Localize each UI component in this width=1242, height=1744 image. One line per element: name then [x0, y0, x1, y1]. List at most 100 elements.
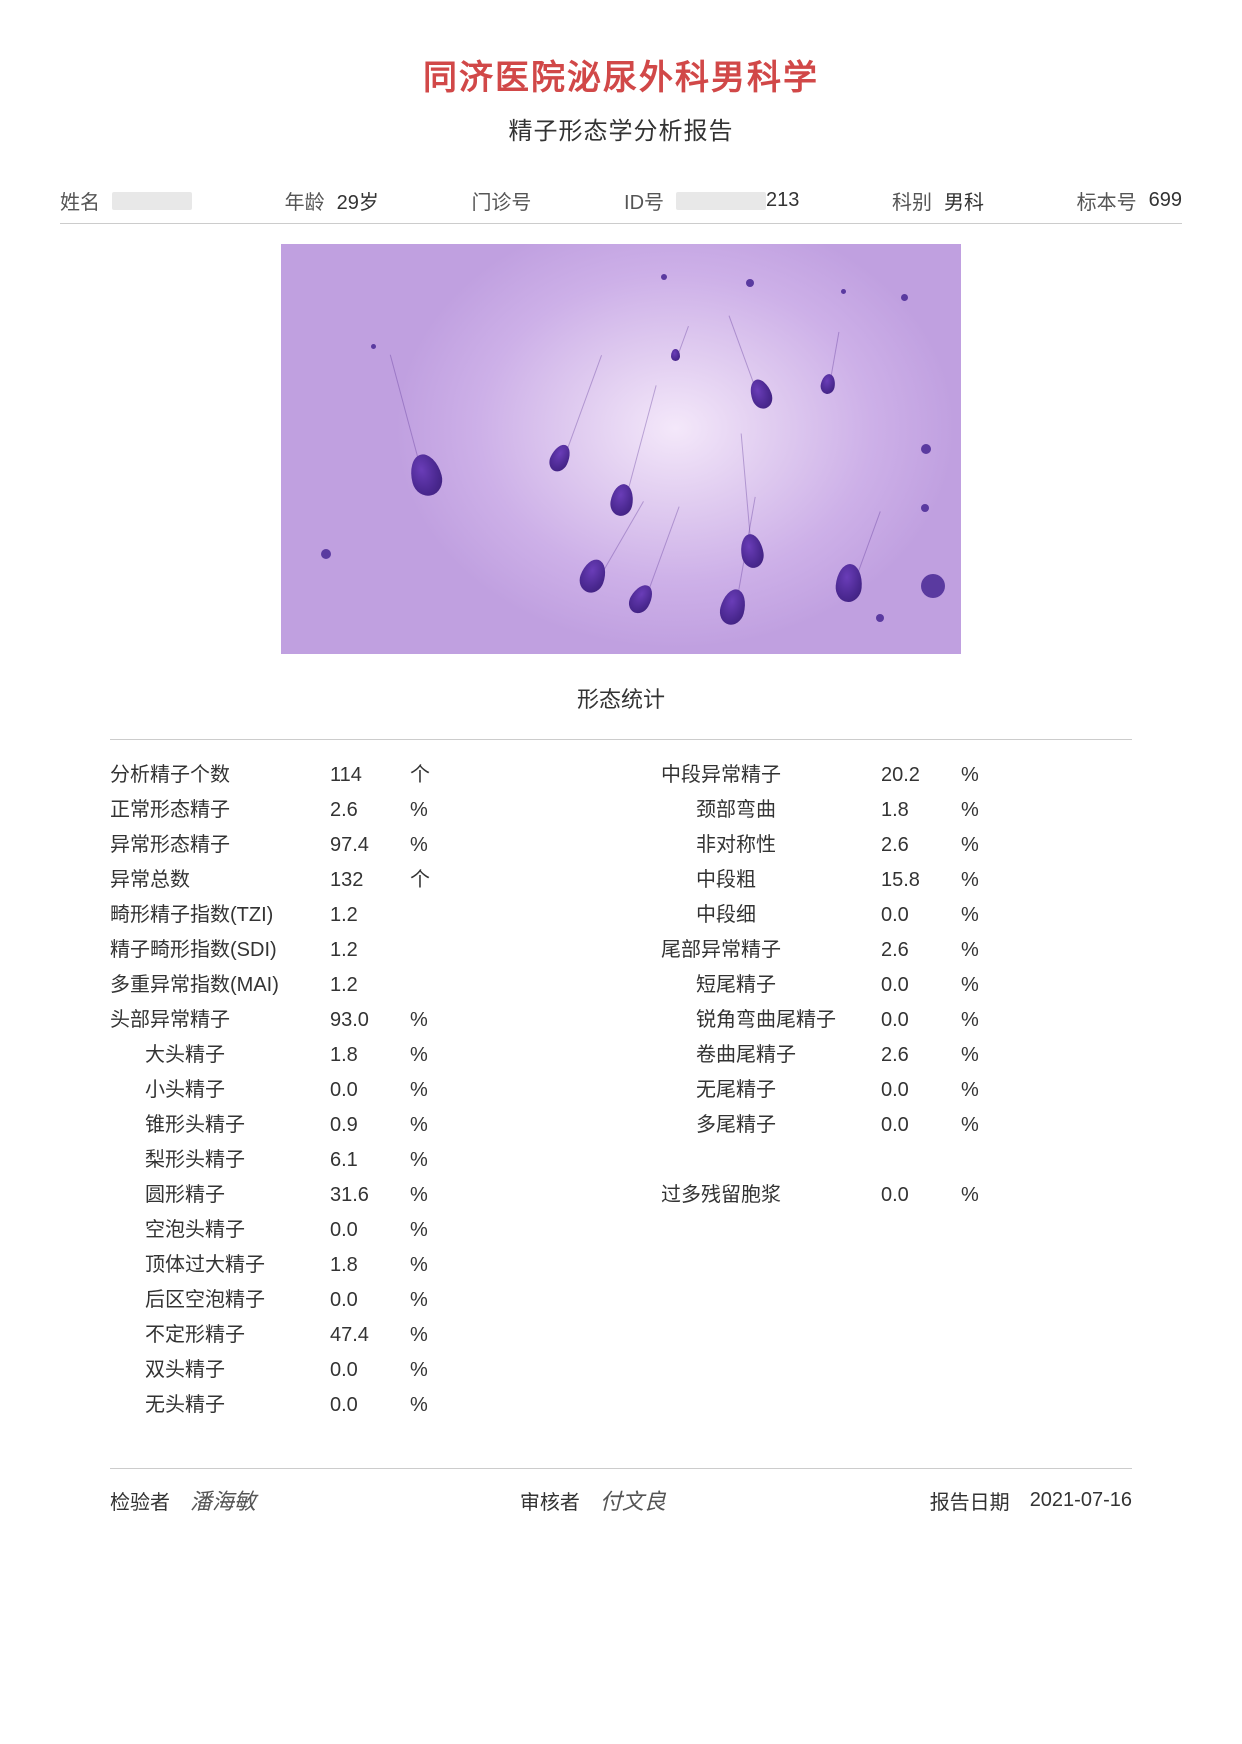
stat-row: 异常总数132个 [110, 863, 581, 898]
stat-value: 2.6 [330, 793, 410, 828]
stat-row: 不定形精子47.4% [110, 1318, 581, 1353]
stat-value: 6.1 [330, 1143, 410, 1178]
stat-unit: % [410, 1073, 450, 1108]
stat-unit: % [961, 1073, 1001, 1108]
sperm-cell [717, 587, 749, 628]
stat-value: 0.0 [330, 1213, 410, 1248]
stat-label: 头部异常精子 [110, 1003, 330, 1038]
stat-label: 中段粗 [661, 863, 881, 898]
stat-label: 大头精子 [110, 1038, 330, 1073]
stat-row: 头部异常精子93.0% [110, 1003, 581, 1038]
stat-unit: % [410, 1003, 450, 1038]
stat-unit: % [961, 1108, 1001, 1143]
stat-row: 尾部异常精子2.6% [661, 933, 1132, 968]
stat-label: 无头精子 [110, 1388, 330, 1423]
stat-unit: % [410, 1178, 450, 1213]
sperm-cell [576, 556, 610, 596]
stat-unit: % [410, 1318, 450, 1353]
stat-value: 132 [330, 863, 410, 898]
stat-label: 分析精子个数 [110, 758, 330, 793]
sperm-cell [746, 376, 775, 411]
stat-row: 空泡头精子0.0% [110, 1213, 581, 1248]
stat-row: 分析精子个数114个 [110, 758, 581, 793]
stat-value: 47.4 [330, 1318, 410, 1353]
stat-row: 无尾精子0.0% [661, 1073, 1132, 1108]
stat-label: 多重异常指数(MAI) [110, 968, 330, 1003]
stat-unit: % [961, 1003, 1001, 1038]
stats-section-title: 形态统计 [60, 682, 1182, 714]
stat-unit: 个 [410, 863, 450, 898]
debris-dot [371, 344, 376, 349]
stat-label: 双头精子 [110, 1353, 330, 1388]
stat-row: 短尾精子0.0% [661, 968, 1132, 1003]
specimen-group: 标本号 699 [1077, 186, 1182, 215]
stat-value: 0.0 [881, 1178, 961, 1213]
reviewer-group: 审核者 付文良 [520, 1484, 666, 1516]
sperm-cell [625, 581, 657, 617]
stat-row: 大头精子1.8% [110, 1038, 581, 1073]
stat-value: 1.2 [330, 933, 410, 968]
stat-value: 31.6 [330, 1178, 410, 1213]
report-subtitle: 精子形态学分析报告 [60, 111, 1182, 146]
stat-value: 114 [330, 758, 410, 793]
stat-unit: % [410, 1248, 450, 1283]
stat-label: 圆形精子 [110, 1178, 330, 1213]
stat-value: 0.0 [330, 1388, 410, 1423]
stat-label: 精子畸形指数(SDI) [110, 933, 330, 968]
stat-row: 锥形头精子0.9% [110, 1108, 581, 1143]
stat-unit: 个 [410, 758, 450, 793]
stat-unit: % [961, 758, 1001, 793]
stat-value: 1.8 [881, 793, 961, 828]
stat-unit: % [410, 1143, 450, 1178]
debris-dot [921, 574, 945, 598]
id-value-wrap: 213 [676, 189, 799, 212]
stat-value: 0.0 [330, 1283, 410, 1318]
id-redacted [676, 192, 766, 210]
stats-right-column: 中段异常精子20.2%颈部弯曲1.8%非对称性2.6%中段粗15.8%中段细0.… [661, 758, 1132, 1423]
stat-value: 2.6 [881, 933, 961, 968]
id-label: ID号 [624, 186, 664, 215]
stats-left-column: 分析精子个数114个正常形态精子2.6%异常形态精子97.4%异常总数132个畸… [110, 758, 581, 1423]
microscopy-wrap [60, 244, 1182, 654]
stat-row: 多尾精子0.0% [661, 1108, 1132, 1143]
debris-dot [746, 279, 754, 287]
stat-label: 颈部弯曲 [661, 793, 881, 828]
stat-unit: % [961, 898, 1001, 933]
stat-row: 畸形精子指数(TZI)1.2 [110, 898, 581, 933]
stat-label: 多尾精子 [661, 1108, 881, 1143]
name-label: 姓名 [60, 186, 100, 215]
stat-row: 过多残留胞浆0.0% [661, 1178, 1132, 1213]
stat-row: 梨形头精子6.1% [110, 1143, 581, 1178]
stat-unit: % [961, 968, 1001, 1003]
dept-value: 男科 [944, 186, 984, 215]
reviewer-signature: 付文良 [600, 1484, 666, 1516]
stat-label: 后区空泡精子 [110, 1283, 330, 1318]
stat-label: 小头精子 [110, 1073, 330, 1108]
debris-dot [921, 444, 931, 454]
stat-unit: % [961, 1178, 1001, 1213]
stat-row: 小头精子0.0% [110, 1073, 581, 1108]
stat-value: 1.8 [330, 1248, 410, 1283]
stat-label: 异常总数 [110, 863, 330, 898]
name-redacted [112, 192, 192, 210]
debris-dot [661, 274, 667, 280]
stat-value: 1.8 [330, 1038, 410, 1073]
stat-label: 非对称性 [661, 828, 881, 863]
dept-label: 科别 [892, 186, 932, 215]
age-group: 年龄 29岁 [285, 186, 379, 215]
stat-label: 梨形头精子 [110, 1143, 330, 1178]
hospital-title: 同济医院泌尿外科男科学 [60, 50, 1182, 99]
stat-row: 中段粗15.8% [661, 863, 1132, 898]
stat-unit: % [410, 793, 450, 828]
stat-unit: % [410, 1388, 450, 1423]
stat-value: 0.0 [881, 1108, 961, 1143]
stat-row: 锐角弯曲尾精子0.0% [661, 1003, 1132, 1038]
stat-row: 无头精子0.0% [110, 1388, 581, 1423]
stat-label: 中段异常精子 [661, 758, 881, 793]
stat-unit: % [961, 828, 1001, 863]
specimen-value: 699 [1149, 189, 1182, 212]
stat-label: 过多残留胞浆 [661, 1178, 881, 1213]
id-group: ID号 213 [624, 186, 799, 215]
patient-info-bar: 姓名 年龄 29岁 门诊号 ID号 213 科别 男科 标本号 699 [60, 186, 1182, 224]
stat-row: 正常形态精子2.6% [110, 793, 581, 828]
